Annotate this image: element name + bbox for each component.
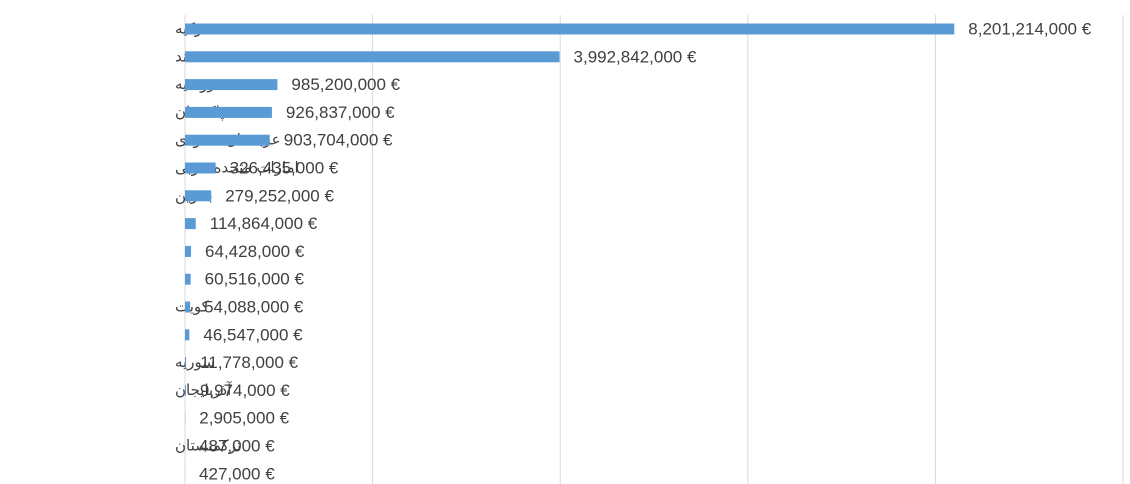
data-label: 11,778,000 € bbox=[200, 353, 299, 372]
category-label: آذربایجان bbox=[175, 381, 232, 399]
data-label: 54,088,000 € bbox=[204, 297, 304, 316]
bar bbox=[185, 273, 191, 285]
data-label: 279,252,000 € bbox=[225, 186, 334, 205]
data-label: 487,000 € bbox=[199, 436, 275, 455]
data-label: 2,905,000 € bbox=[199, 409, 289, 428]
data-label: 46,547,000 € bbox=[203, 325, 303, 344]
bar bbox=[185, 384, 186, 396]
bar bbox=[185, 190, 212, 202]
bar bbox=[185, 357, 187, 369]
data-label: 926,837,000 € bbox=[286, 103, 395, 122]
category-label: کویت bbox=[175, 298, 210, 316]
data-label: 114,864,000 € bbox=[210, 214, 318, 233]
bar bbox=[185, 245, 192, 257]
category-label: ترکمنستان bbox=[175, 437, 241, 455]
data-label: 60,516,000 € bbox=[205, 270, 305, 289]
data-label: 9,974,000 € bbox=[200, 381, 290, 400]
data-label: 8,201,214,000 € bbox=[968, 19, 1091, 38]
bar bbox=[185, 162, 216, 174]
category-label: سوریه bbox=[175, 353, 215, 371]
bar bbox=[185, 51, 560, 63]
data-label: 326,435,000 € bbox=[230, 158, 339, 177]
data-label: 3,992,842,000 € bbox=[574, 47, 697, 66]
data-label: 903,704,000 € bbox=[284, 131, 393, 150]
data-label: 985,200,000 € bbox=[291, 75, 400, 94]
bar bbox=[185, 218, 196, 230]
data-label: 64,428,000 € bbox=[205, 242, 305, 261]
bar bbox=[185, 106, 272, 118]
bar bbox=[185, 301, 191, 313]
bar bbox=[185, 23, 955, 35]
bar bbox=[185, 134, 270, 146]
data-label: 427,000 € bbox=[199, 464, 275, 483]
bar bbox=[185, 329, 190, 341]
bar bbox=[185, 79, 278, 91]
